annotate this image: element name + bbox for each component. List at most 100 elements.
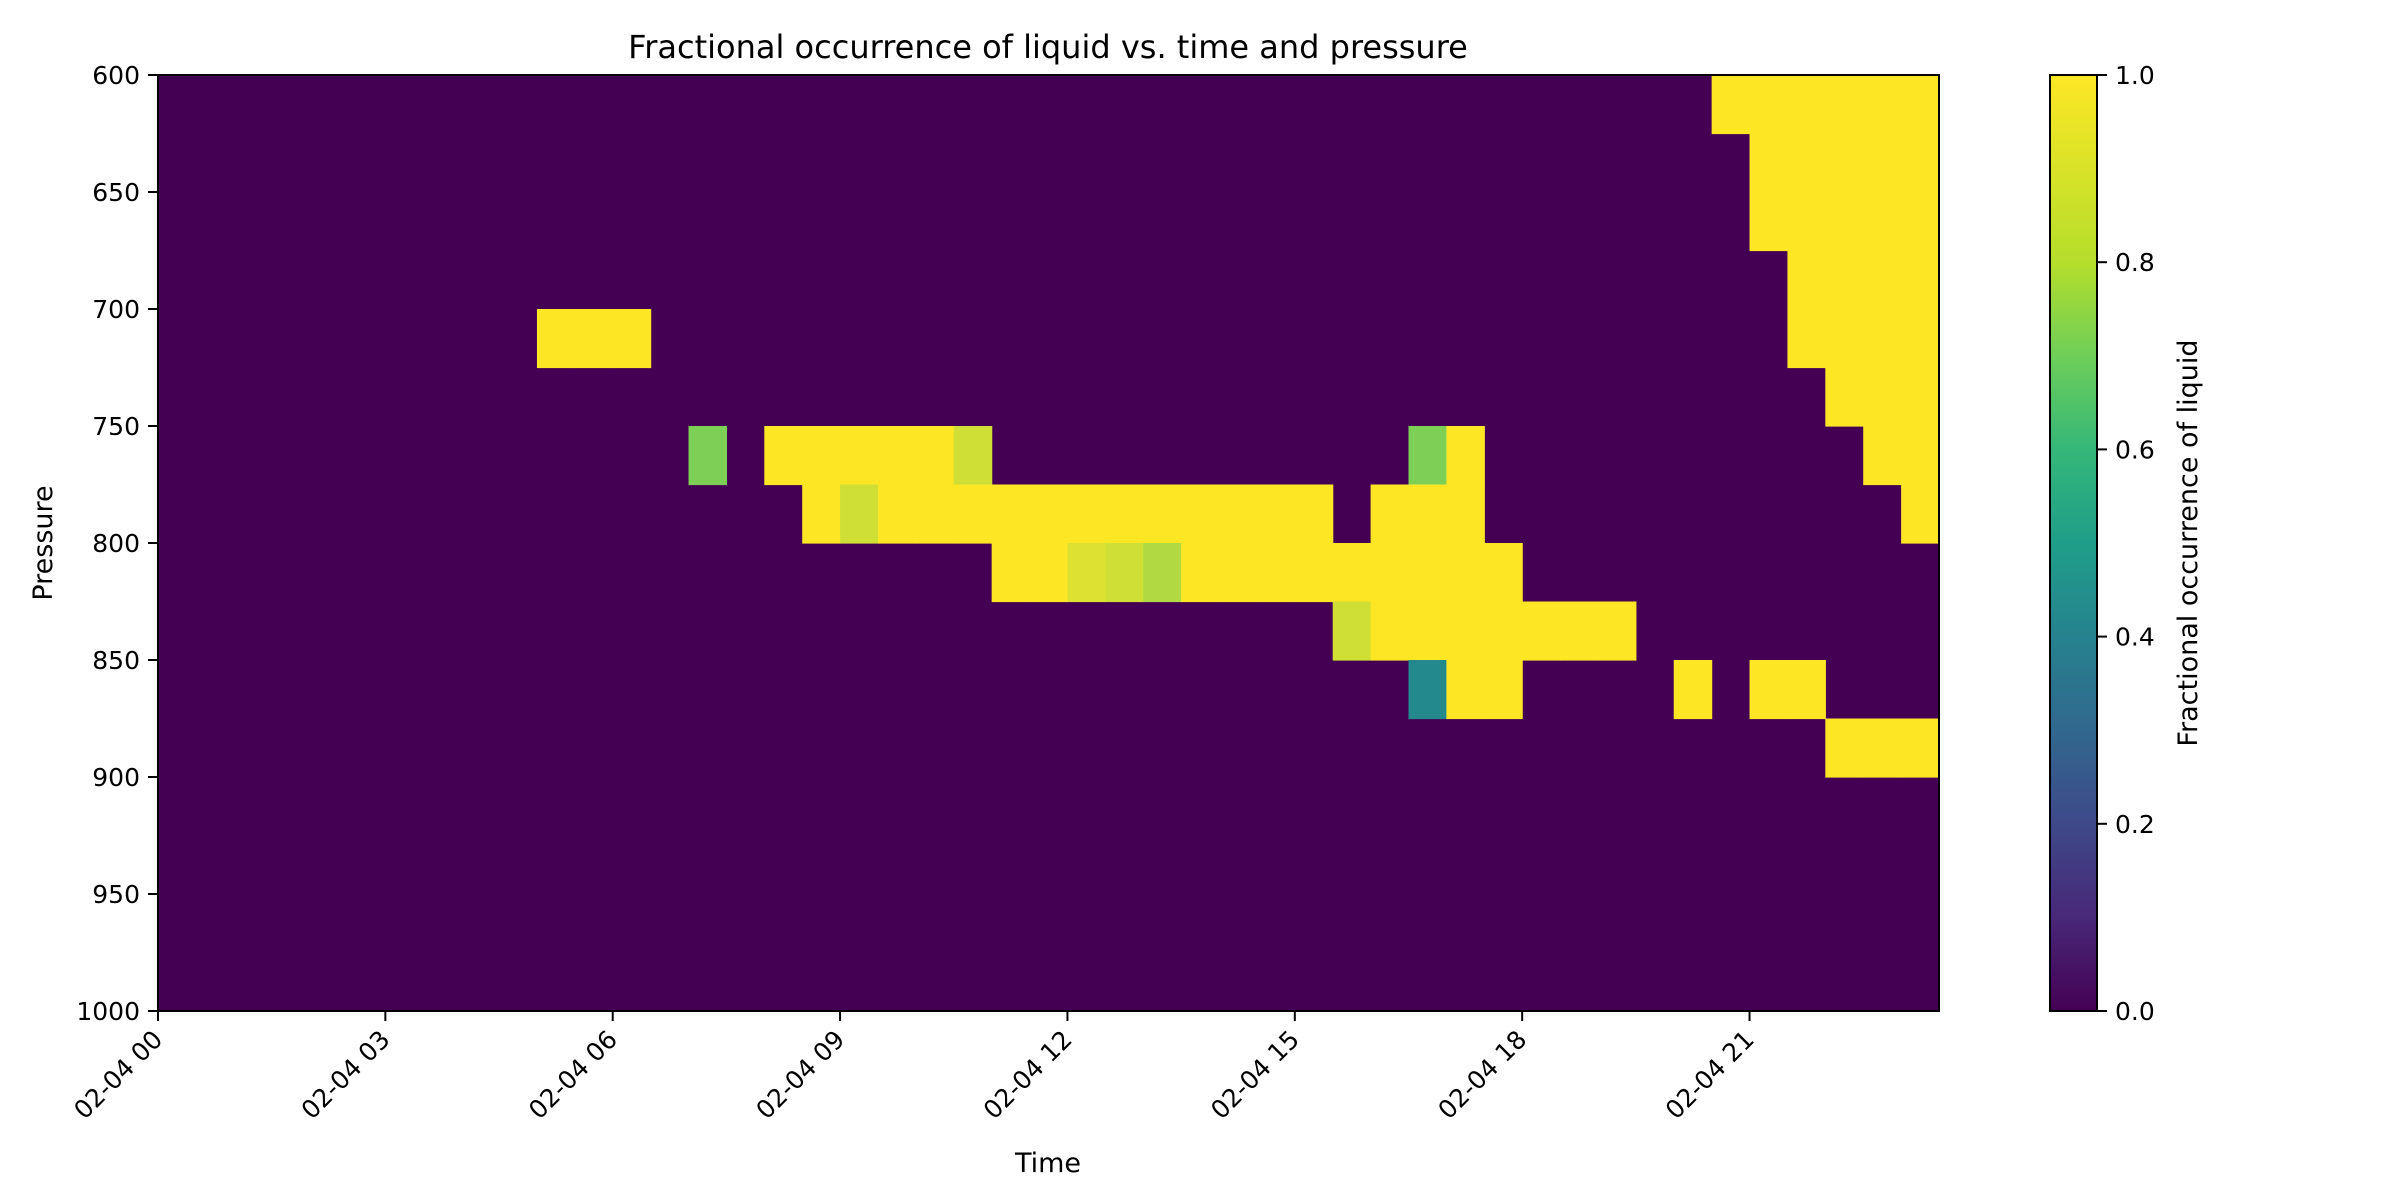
heatmap-cell — [1597, 601, 1637, 661]
heatmap-cell — [877, 484, 917, 544]
y-axis-ticks: 600 650 700 750 800 850 900 950 1000 — [76, 61, 158, 1026]
heatmap-cell — [1219, 484, 1258, 544]
heatmap-cell — [688, 426, 727, 486]
heatmap-cell — [1863, 133, 1902, 193]
heatmap-cell — [1446, 601, 1485, 661]
heatmap-cell — [915, 484, 955, 544]
heatmap-cell — [953, 426, 993, 486]
heatmap-cell — [1560, 601, 1599, 661]
heatmap-cell — [1408, 660, 1447, 720]
heatmap-cell — [1294, 543, 1334, 603]
x-tick-label: 02-04 21 — [1660, 1025, 1760, 1125]
colorbar-tick-label: 0.4 — [2115, 623, 2155, 652]
heatmap-cell — [1370, 543, 1410, 603]
y-tick-label: 750 — [92, 412, 140, 441]
x-tick-label: 02-04 09 — [750, 1025, 850, 1125]
heatmap-cell — [1825, 309, 1864, 369]
heatmap-cell — [536, 309, 576, 369]
heatmap-cell — [1408, 484, 1447, 544]
y-tick-label: 950 — [92, 880, 140, 909]
heatmap-cell — [1787, 660, 1826, 720]
x-tick-label: 02-04 00 — [68, 1025, 168, 1125]
heatmap-cell — [802, 484, 841, 544]
heatmap-cell — [915, 426, 955, 486]
heatmap-cell — [1370, 484, 1410, 544]
heatmap-cell — [953, 484, 993, 544]
heatmap-cell — [1825, 718, 1864, 778]
x-tick-label: 02-04 03 — [296, 1025, 396, 1125]
heatmap-cell — [991, 543, 1031, 603]
y-tick-label: 900 — [92, 763, 140, 792]
heatmap-cell — [1787, 133, 1826, 193]
heatmap-cell — [1901, 484, 1940, 544]
heatmap-cell — [1294, 484, 1334, 544]
heatmap-cell — [1408, 543, 1447, 603]
heatmap-cell — [1863, 426, 1902, 486]
x-axis-label: Time — [1014, 1148, 1081, 1179]
colorbar-tick-label: 0.2 — [2115, 810, 2155, 839]
heatmap-cell — [1863, 367, 1902, 427]
heatmap-cell — [991, 484, 1031, 544]
heatmap-cell — [1673, 660, 1713, 720]
heatmap-cells — [536, 75, 1940, 778]
x-tick-label: 02-04 12 — [978, 1025, 1078, 1125]
chart-title: Fractional occurrence of liquid vs. time… — [628, 28, 1468, 66]
heatmap-cell — [1029, 484, 1069, 544]
heatmap-cell — [1825, 133, 1864, 193]
colorbar-gradient — [2049, 74, 2098, 1012]
heatmap-cell — [1067, 484, 1106, 544]
heatmap-cell — [1901, 250, 1940, 310]
y-tick-label: 1000 — [76, 997, 140, 1026]
heatmap-cell — [840, 426, 879, 486]
heatmap-cell — [1105, 484, 1144, 544]
heatmap-cell — [1256, 484, 1296, 544]
colorbar-tick-label: 1.0 — [2115, 61, 2155, 90]
heatmap-cell — [877, 426, 917, 486]
colorbar: 0.0 0.2 0.4 0.6 0.8 1.0 Fractional occurrence… — [2049, 61, 2204, 1026]
plot-area — [157, 74, 1940, 1012]
heatmap-cell — [1067, 543, 1106, 603]
heatmap-cell — [1332, 601, 1372, 661]
heatmap-cell — [1787, 309, 1826, 369]
colorbar-ticks: 0.0 0.2 0.4 0.6 0.8 1.0 — [2097, 61, 2155, 1026]
colorbar-tick-label: 0.6 — [2115, 435, 2155, 464]
y-tick-label: 650 — [92, 178, 140, 207]
heatmap-cell — [612, 309, 652, 369]
heatmap-cell — [1787, 250, 1826, 310]
y-tick-label: 700 — [92, 295, 140, 324]
heatmap-cell — [1901, 75, 1940, 135]
y-axis-label: Pressure — [28, 485, 59, 600]
heatmap-cell — [1446, 484, 1485, 544]
heatmap-cell — [1863, 75, 1902, 135]
heatmap-cell — [1863, 309, 1902, 369]
heatmap-cell — [1863, 718, 1902, 778]
heatmap-cell — [1787, 192, 1826, 252]
heatmap-cell — [1901, 718, 1940, 778]
heatmap-cell — [1901, 192, 1940, 252]
colorbar-tick-label: 0.0 — [2115, 997, 2155, 1026]
colorbar-tick-label: 0.8 — [2115, 248, 2155, 277]
heatmap-cell — [1181, 543, 1220, 603]
y-tick-label: 850 — [92, 646, 140, 675]
heatmap-cell — [1787, 75, 1826, 135]
heatmap-cell — [1901, 133, 1940, 193]
heatmap-cell — [1825, 367, 1864, 427]
heatmap-cell — [802, 426, 841, 486]
heatmap-cell — [1219, 543, 1258, 603]
y-tick-label: 800 — [92, 529, 140, 558]
heatmap-cell — [1484, 660, 1523, 720]
heatmap-cell — [1901, 309, 1940, 369]
heatmap-cell — [764, 426, 803, 486]
colorbar-label: Fractional occurrence of liquid — [2173, 339, 2204, 746]
y-tick-label: 600 — [92, 61, 140, 90]
x-tick-label: 02-04 18 — [1432, 1025, 1532, 1125]
x-tick-label: 02-04 15 — [1205, 1025, 1305, 1125]
heatmap-cell — [1522, 601, 1561, 661]
heatmap-cell — [1825, 75, 1864, 135]
heatmap-cell — [1256, 543, 1296, 603]
heatmap-cell — [1901, 367, 1940, 427]
heatmap-cell — [1029, 543, 1069, 603]
heatmap-cell — [1749, 660, 1789, 720]
